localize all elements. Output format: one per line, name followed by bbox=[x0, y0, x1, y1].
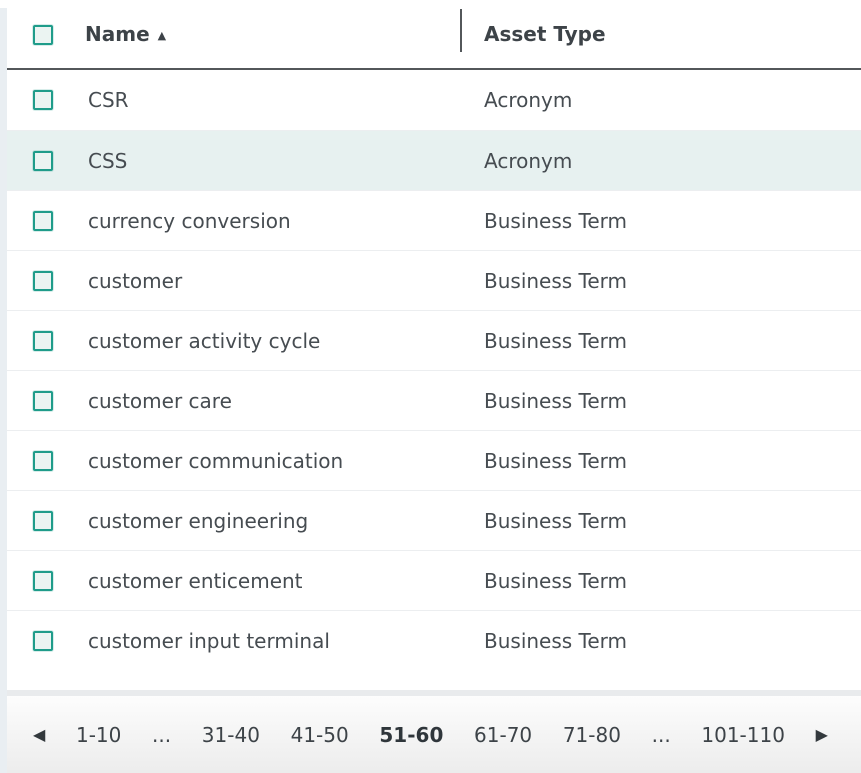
row-checkbox[interactable] bbox=[33, 90, 53, 110]
row-asset-type-cell: Business Term bbox=[484, 208, 628, 233]
column-divider bbox=[460, 9, 462, 52]
row-asset-type-cell: Business Term bbox=[484, 388, 628, 413]
column-header-asset-type-label: Asset Type bbox=[484, 22, 606, 46]
column-header-asset-type[interactable]: Asset Type bbox=[484, 0, 606, 68]
row-asset-type-cell: Acronym bbox=[484, 148, 573, 173]
pagination-page[interactable]: 61-70 bbox=[474, 722, 533, 747]
pagination-page[interactable]: 1-10 bbox=[75, 722, 122, 747]
previous-page-icon[interactable]: ◀ bbox=[33, 724, 46, 744]
table-row[interactable]: CSS Acronym bbox=[0, 130, 861, 190]
pagination-page-current: 51-60 bbox=[379, 722, 444, 747]
row-asset-type-cell: Business Term bbox=[484, 508, 628, 533]
row-checkbox[interactable] bbox=[33, 210, 53, 231]
row-checkbox[interactable] bbox=[33, 390, 53, 411]
table-header: Name ▲ Asset Type bbox=[0, 0, 861, 70]
pagination-bar: ◀ 1-10 ... 31-40 41-50 51-60 61-70 71-80… bbox=[0, 696, 861, 773]
row-name-cell: CSS bbox=[88, 148, 128, 173]
left-edge-stripe bbox=[0, 8, 7, 773]
row-asset-type-cell: Business Term bbox=[484, 328, 628, 353]
row-name-cell: customer communication bbox=[88, 448, 344, 473]
table-row[interactable]: customer input terminal Business Term bbox=[0, 610, 861, 670]
row-checkbox[interactable] bbox=[33, 450, 53, 471]
row-name-cell: CSR bbox=[88, 88, 129, 112]
row-name-cell: customer input terminal bbox=[88, 628, 330, 653]
column-header-name-label: Name bbox=[85, 22, 150, 46]
row-checkbox[interactable] bbox=[33, 330, 53, 351]
table-bottom-spacer bbox=[0, 670, 861, 690]
pagination-ellipsis: ... bbox=[152, 722, 172, 747]
next-page-icon[interactable]: ▶ bbox=[815, 724, 828, 744]
row-name-cell: customer engineering bbox=[88, 508, 309, 533]
row-checkbox[interactable] bbox=[33, 630, 53, 651]
row-asset-type-cell: Business Term bbox=[484, 448, 628, 473]
row-name-cell: currency conversion bbox=[88, 208, 291, 233]
table-row[interactable]: customer Business Term bbox=[0, 250, 861, 310]
row-asset-type-cell: Business Term bbox=[484, 568, 628, 593]
row-asset-type-cell: Business Term bbox=[484, 268, 628, 293]
sort-ascending-icon[interactable]: ▲ bbox=[157, 28, 167, 42]
table-row[interactable]: customer enticement Business Term bbox=[0, 550, 861, 610]
pagination-page[interactable]: 71-80 bbox=[562, 722, 621, 747]
row-checkbox[interactable] bbox=[33, 510, 53, 531]
row-name-cell: customer care bbox=[88, 388, 232, 413]
pagination-page[interactable]: 101-110 bbox=[701, 722, 785, 747]
select-all-checkbox[interactable] bbox=[33, 25, 53, 45]
row-checkbox[interactable] bbox=[33, 150, 53, 171]
table-row[interactable]: customer care Business Term bbox=[0, 370, 861, 430]
pagination-page[interactable]: 31-40 bbox=[201, 722, 260, 747]
row-asset-type-cell: Business Term bbox=[484, 628, 628, 653]
pagination-divider-band bbox=[0, 690, 861, 696]
pagination-ellipsis: ... bbox=[651, 722, 671, 747]
table-row[interactable]: CSR Acronym bbox=[0, 70, 861, 130]
table-body: CSR Acronym CSS Acronym currency convers… bbox=[0, 70, 861, 670]
row-checkbox[interactable] bbox=[33, 270, 53, 291]
row-name-cell: customer enticement bbox=[88, 568, 303, 593]
pagination-page[interactable]: 41-50 bbox=[290, 722, 349, 747]
table-row[interactable]: customer engineering Business Term bbox=[0, 490, 861, 550]
row-asset-type-cell: Acronym bbox=[484, 88, 573, 112]
row-name-cell: customer bbox=[88, 268, 183, 293]
table-row[interactable]: currency conversion Business Term bbox=[0, 190, 861, 250]
table-row[interactable]: customer activity cycle Business Term bbox=[0, 310, 861, 370]
table-row[interactable]: customer communication Business Term bbox=[0, 430, 861, 490]
column-header-name[interactable]: Name ▲ bbox=[85, 0, 166, 68]
row-checkbox[interactable] bbox=[33, 570, 53, 591]
row-name-cell: customer activity cycle bbox=[88, 328, 321, 353]
